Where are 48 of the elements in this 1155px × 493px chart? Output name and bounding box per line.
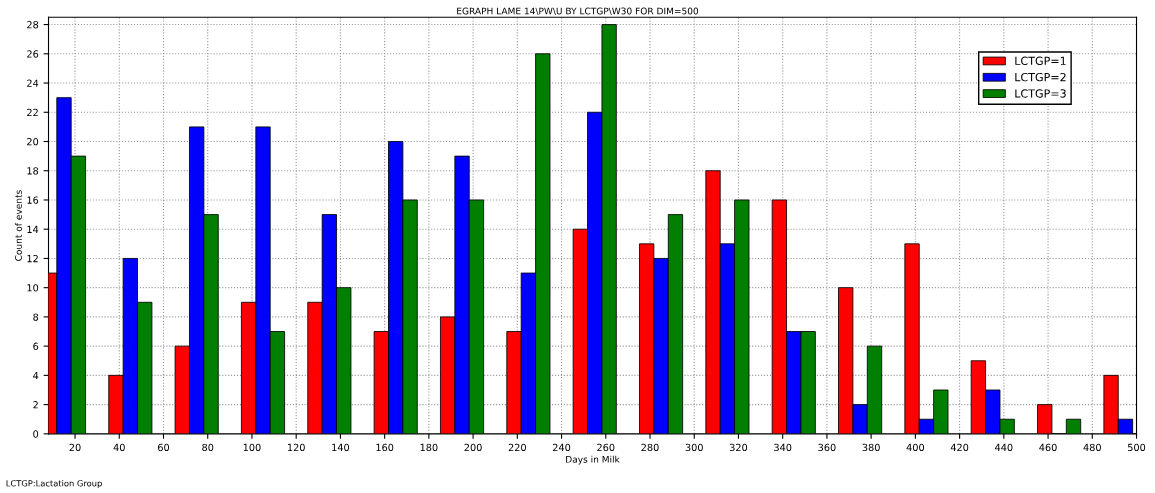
y-tick-label: 10 [27,284,39,292]
x-tick-label: 220 [508,443,526,452]
text: LCTGP:Lactation Group [6,480,102,489]
x-tick-label: 20 [69,443,81,452]
x-tick-label: 440 [995,443,1013,452]
x-tick-label: 280 [641,443,659,452]
x-tick-label: 340 [774,443,792,452]
y-tick-label: 8 [33,313,39,321]
x-axis-title: Days in Milk [566,455,620,465]
x-tick-label: 140 [332,443,350,452]
y-tick-label: 22 [27,108,38,116]
y-tick-label: 0 [33,430,39,438]
x-tick-label: 40 [113,443,125,452]
x-tick-label: 300 [685,443,703,452]
x-tick-label: 180 [420,443,438,452]
x-tick-label: 400 [906,443,925,452]
x-tick-label: 200 [464,443,482,452]
x-tick-label: 260 [597,443,615,452]
y-tick-label: 24 [27,79,39,87]
y-tick-label: 14 [27,225,39,233]
y-tick-label: 20 [27,137,39,146]
legend-label: LCTGP=2 [1015,72,1066,82]
chart-title: EGRAPH LAME 14\PW\U BY LCTGP\W30 FOR DIM=500 [457,7,699,16]
x-tick-label: 500 [1127,443,1146,452]
legend-label: LCTGP=3 [1015,89,1066,98]
x-tick-label: 240 [552,443,571,452]
x-tick-label: 380 [862,443,880,452]
x-tick-label: 60 [158,443,170,452]
y-tick-label: 26 [27,50,39,58]
x-tick-label: 420 [950,443,969,452]
x-tick-label: 460 [1039,443,1057,452]
y-axis-title: Count of events [14,190,22,261]
x-tick-label: 120 [287,443,305,452]
x-tick-label: 80 [202,443,214,452]
y-tick-label: 4 [33,371,39,380]
x-tick-label: 320 [729,443,748,452]
x-tick-label: 160 [376,443,394,452]
y-tick-label: 2 [33,401,38,409]
y-tick-label: 16 [27,196,39,204]
x-tick-label: 100 [243,443,261,452]
legend-label: LCTGP=1 [1015,56,1066,66]
bar [1065,418,1082,434]
x-tick-label: 360 [818,443,836,452]
y-tick-label: 12 [27,254,38,263]
y-tick-label: 18 [27,167,39,175]
x-tick-label: 480 [1083,443,1101,452]
y-tick-label: 6 [33,342,39,350]
y-tick-label: 28 [27,21,39,29]
